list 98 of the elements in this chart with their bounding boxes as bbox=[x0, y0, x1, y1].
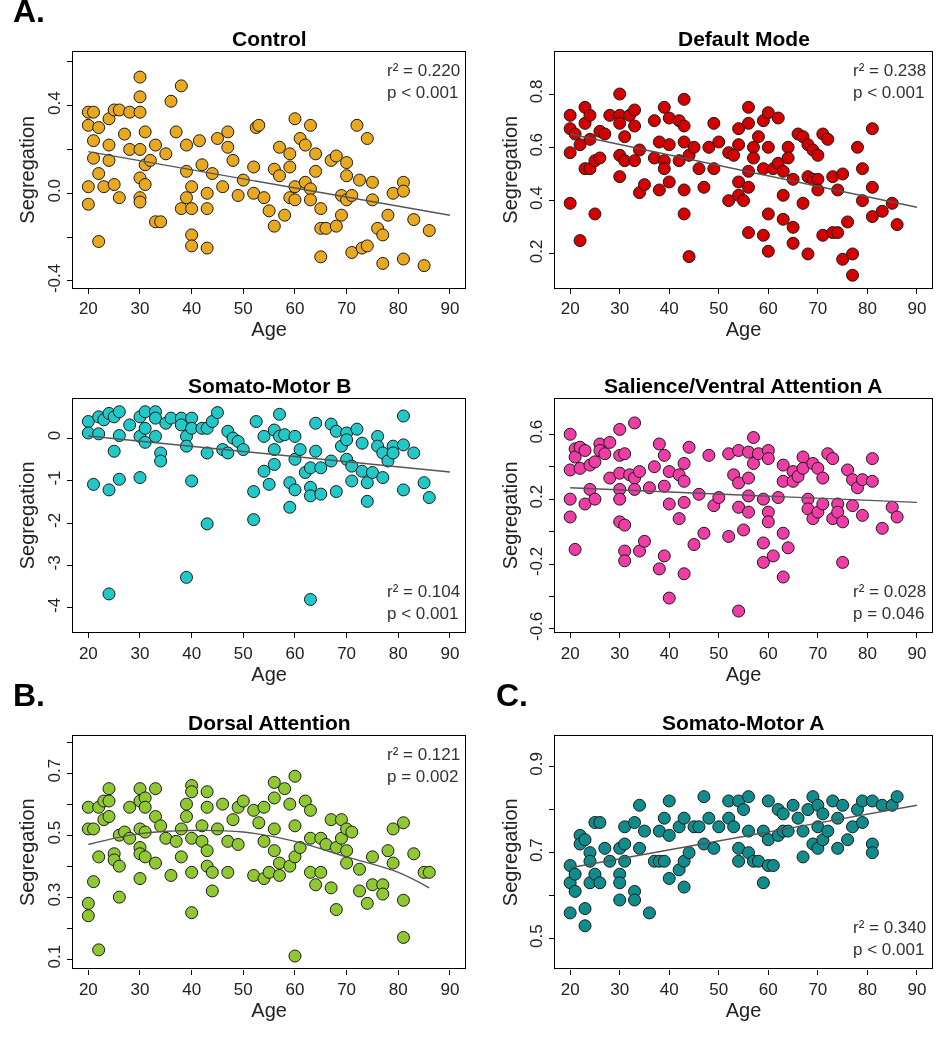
y-tick-label: -0.4 bbox=[44, 263, 64, 294]
x-tick-label: 80 bbox=[388, 299, 408, 319]
x-axis-title: Age bbox=[251, 318, 287, 341]
y-axis-title: Segregation bbox=[498, 461, 521, 570]
x-axis-title: Age bbox=[251, 998, 287, 1021]
x-tick-label: 30 bbox=[610, 299, 630, 319]
x-tick-label: 30 bbox=[610, 643, 630, 663]
x-tick-label: 80 bbox=[857, 643, 877, 663]
y-tick-label: 0.2 bbox=[527, 239, 547, 264]
annotation: r² = 0.104 p < 0.001 bbox=[387, 582, 461, 624]
y-tick-label: 0.6 bbox=[527, 132, 547, 157]
y-axis-title: Segregation bbox=[16, 461, 39, 570]
y-axis-title: Segregation bbox=[498, 115, 521, 224]
annotation: r² = 0.340 p < 0.001 bbox=[853, 918, 927, 960]
y-tick-label: -2 bbox=[44, 512, 64, 529]
y-tick-label: 0.6 bbox=[527, 419, 547, 444]
x-tick-label: 40 bbox=[182, 979, 202, 999]
x-tick-label: 40 bbox=[182, 643, 202, 663]
x-tick-label: 60 bbox=[285, 979, 305, 999]
x-tick-label: 60 bbox=[758, 979, 778, 999]
x-axis-title: Age bbox=[251, 662, 287, 685]
text: B. bbox=[13, 677, 45, 713]
x-tick-label: 90 bbox=[907, 979, 927, 999]
y-tick-label: 0.3 bbox=[44, 882, 64, 907]
x-tick-label: 70 bbox=[808, 979, 828, 999]
x-tick-label: 40 bbox=[659, 299, 679, 319]
x-tick-label: 50 bbox=[709, 299, 729, 319]
x-tick-label: 70 bbox=[337, 299, 357, 319]
y-tick-label: -3 bbox=[44, 555, 64, 571]
x-tick-label: 30 bbox=[610, 979, 630, 999]
annotation: r² = 0.220 p < 0.001 bbox=[387, 61, 461, 103]
x-tick-label: 50 bbox=[233, 299, 253, 319]
x-tick-label: 60 bbox=[285, 643, 305, 663]
x-axis-title: Age bbox=[725, 318, 762, 341]
x-tick-label: 20 bbox=[560, 979, 580, 999]
x-tick-label: 80 bbox=[857, 299, 877, 319]
text: C. bbox=[496, 677, 528, 713]
y-tick-label: 0 bbox=[44, 430, 64, 441]
x-tick-label: 50 bbox=[233, 979, 253, 999]
x-tick-label: 40 bbox=[659, 643, 679, 663]
y-tick-label: 0.4 bbox=[44, 91, 64, 115]
x-tick-label: 20 bbox=[560, 299, 580, 319]
y-tick-label: -1 bbox=[44, 470, 64, 486]
x-tick-label: 70 bbox=[337, 643, 357, 663]
x-tick-label: 20 bbox=[560, 643, 580, 663]
x-tick-label: 90 bbox=[440, 979, 460, 999]
y-tick-label: 0.0 bbox=[44, 178, 64, 203]
x-tick-label: 30 bbox=[130, 979, 150, 999]
x-tick-label: 80 bbox=[388, 643, 408, 663]
y-tick-label: 0.4 bbox=[527, 186, 547, 210]
x-tick-label: 20 bbox=[78, 979, 98, 999]
x-tick-label: 30 bbox=[130, 643, 150, 663]
x-tick-label: 60 bbox=[758, 299, 778, 319]
x-tick-label: 50 bbox=[233, 643, 253, 663]
chart-title: Control bbox=[232, 27, 307, 50]
annotation: r² = 0.121 p = 0.002 bbox=[387, 745, 461, 787]
annotation: r² = 0.028 p = 0.046 bbox=[853, 582, 927, 624]
y-tick-label: -0.2 bbox=[527, 546, 547, 577]
y-tick-label: 0.5 bbox=[527, 924, 547, 949]
y-tick-label: 0.1 bbox=[44, 944, 64, 969]
x-tick-label: 70 bbox=[337, 979, 357, 999]
x-tick-label: 90 bbox=[907, 299, 927, 319]
y-axis-title: Segregation bbox=[498, 798, 521, 907]
y-tick-label: 0.8 bbox=[527, 79, 547, 104]
chart-title: Somato-Motor B bbox=[188, 374, 352, 397]
x-tick-label: 50 bbox=[709, 979, 729, 999]
x-tick-label: 60 bbox=[285, 299, 305, 319]
x-tick-label: 90 bbox=[907, 643, 927, 663]
y-axis-title: Segregation bbox=[16, 115, 39, 224]
y-tick-label: 0.9 bbox=[527, 752, 547, 776]
x-tick-label: 40 bbox=[659, 979, 679, 999]
y-tick-label: 0.2 bbox=[527, 484, 547, 509]
x-tick-label: 70 bbox=[808, 643, 828, 663]
y-tick-label: 0.5 bbox=[44, 820, 64, 845]
x-axis-title: Age bbox=[725, 998, 762, 1021]
chart-title: Salience/Ventral Attention A bbox=[604, 374, 883, 397]
y-axis-title: Segregation bbox=[16, 798, 39, 907]
x-tick-label: 30 bbox=[130, 299, 150, 319]
x-tick-label: 20 bbox=[78, 299, 98, 319]
y-tick-label: -4 bbox=[44, 597, 64, 613]
x-tick-label: 20 bbox=[78, 643, 98, 663]
chart-title: Default Mode bbox=[678, 27, 810, 50]
x-axis-title: Age bbox=[725, 662, 762, 685]
chart-title: Somato-Motor A bbox=[662, 711, 825, 734]
annotation: r² = 0.238 p < 0.001 bbox=[853, 61, 927, 103]
chart-title: Dorsal Attention bbox=[188, 711, 351, 734]
x-tick-label: 50 bbox=[709, 643, 729, 663]
x-tick-label: 90 bbox=[440, 643, 460, 663]
x-tick-label: 90 bbox=[440, 299, 460, 319]
x-tick-label: 60 bbox=[758, 643, 778, 663]
x-tick-label: 80 bbox=[857, 979, 877, 999]
text: A. bbox=[13, 0, 45, 29]
y-tick-label: 0.7 bbox=[527, 838, 547, 862]
x-tick-label: 40 bbox=[182, 299, 202, 319]
x-tick-label: 80 bbox=[388, 979, 408, 999]
y-tick-label: 0.7 bbox=[44, 758, 64, 783]
y-tick-label: -0.6 bbox=[527, 611, 547, 641]
x-tick-label: 70 bbox=[808, 299, 828, 319]
